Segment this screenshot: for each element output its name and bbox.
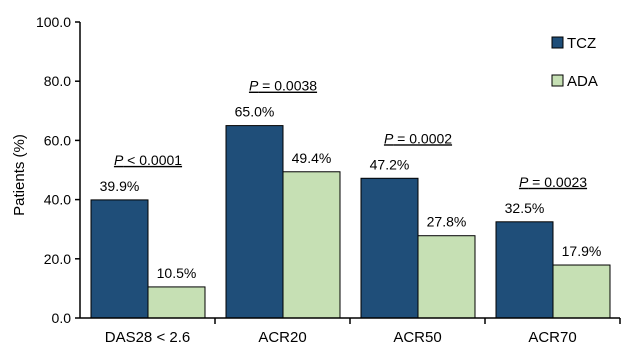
p-value-label: P = 0.0038 — [249, 78, 317, 94]
bar-tcz — [495, 221, 554, 319]
data-label-ada: 27.8% — [427, 214, 467, 230]
x-axis-categories: DAS28 < 2.6 ACR20 ACR50 ACR70 — [105, 318, 621, 346]
data-label-ada: 49.4% — [292, 150, 332, 166]
legend-label-tcz: TCZ — [567, 35, 596, 52]
p-value-labels: P < 0.0001 P = 0.0038 P = 0.0002 P = 0.0023 — [114, 78, 587, 190]
y-tick-label: 80.0 — [44, 73, 71, 89]
y-tick-label: 100.0 — [36, 14, 71, 30]
y-tick-label: 20.0 — [44, 251, 71, 267]
y-axis-label: Patients (%) — [11, 134, 28, 216]
legend-label-ada: ADA — [567, 73, 598, 90]
bar-ada — [147, 286, 206, 319]
legend: TCZ ADA — [551, 35, 598, 90]
bars — [90, 125, 611, 319]
x-category-label: DAS28 < 2.6 — [105, 329, 190, 346]
data-label-ada: 10.5% — [157, 265, 197, 281]
bar-tcz — [225, 125, 284, 319]
y-tick-label: 0.0 — [52, 310, 72, 326]
x-category-label: ACR70 — [528, 329, 576, 346]
y-tick-label: 40.0 — [44, 192, 71, 208]
bar-ada — [552, 264, 611, 319]
p-value-label: P = 0.0002 — [384, 130, 452, 146]
data-label-ada: 17.9% — [562, 243, 602, 259]
y-axis-ticks: 0.0 20.0 40.0 60.0 80.0 100.0 — [36, 14, 80, 326]
data-label-tcz: 47.2% — [370, 156, 410, 172]
legend-swatch-tcz — [551, 36, 564, 49]
bar-tcz — [90, 199, 149, 319]
bar-ada — [282, 171, 341, 319]
data-label-tcz: 65.0% — [235, 104, 275, 120]
x-category-label: ACR50 — [393, 329, 441, 346]
bar-tcz — [360, 177, 419, 319]
data-label-tcz: 32.5% — [505, 200, 545, 216]
value-labels: 39.9% 10.5% 65.0% 49.4% 47.2% 27.8% 32.5% 17.9% — [100, 104, 602, 281]
p-value-label: P < 0.0001 — [114, 152, 182, 168]
legend-swatch-ada — [551, 74, 564, 87]
data-label-tcz: 39.9% — [100, 178, 140, 194]
p-value-label: P = 0.0023 — [519, 174, 587, 190]
bar-ada — [417, 235, 476, 319]
y-tick-label: 60.0 — [44, 132, 71, 148]
x-category-label: ACR20 — [258, 329, 306, 346]
